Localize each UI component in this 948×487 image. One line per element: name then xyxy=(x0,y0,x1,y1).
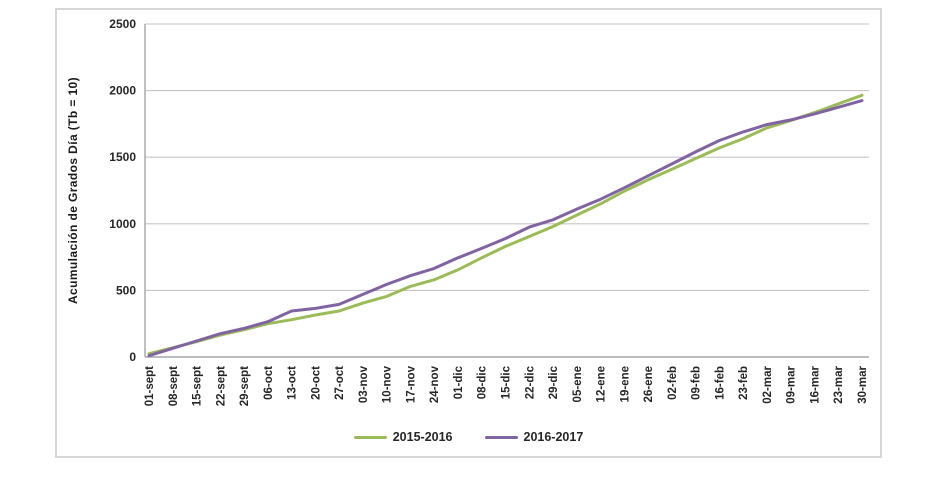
x-tick-label: 09-mar xyxy=(786,365,798,403)
series-line-2016-2017 xyxy=(147,99,864,358)
x-tick-label: 29-sept xyxy=(239,366,251,406)
legend-label-2016-2017: 2016-2017 xyxy=(523,430,584,444)
y-tick-label: 1500 xyxy=(109,150,136,164)
x-tick-label: 17-nov xyxy=(405,365,417,403)
x-tick-label: 15-sept xyxy=(192,366,204,406)
x-tick-label: 23-feb xyxy=(738,366,750,400)
x-tick-label: 02-mar xyxy=(762,365,774,403)
x-tick-label: 16-mar xyxy=(809,365,821,403)
line-chart: 0 500 1000 1500 2000 2500 01-sept 08-sept 15-sep… xyxy=(66,17,869,406)
y-tick-label: 2000 xyxy=(109,84,136,98)
x-tick-label: 22-sept xyxy=(215,366,227,406)
y-axis-title: Acumulación de Grados Día (Tb = 10) xyxy=(66,77,80,304)
x-tick-label: 06-oct xyxy=(263,366,275,400)
legend-item-2015-2016: 2015-2016 xyxy=(353,430,453,444)
x-tick-label: 29-dic xyxy=(548,365,560,399)
x-tick-label: 16-feb xyxy=(714,366,726,400)
x-tick-label: 08-sept xyxy=(168,366,180,406)
x-tick-label: 05-ene xyxy=(572,366,584,402)
chart-legend: 2015-2016 2016-2017 xyxy=(57,430,880,444)
x-tick-label: 19-ene xyxy=(619,366,631,402)
x-tick-label: 30-mar xyxy=(857,365,869,403)
y-tick-label: 0 xyxy=(129,350,136,364)
chart-container: 0 500 1000 1500 2000 2500 01-sept 08-sept 15-sep… xyxy=(55,8,882,458)
legend-label-2015-2016: 2015-2016 xyxy=(392,430,453,444)
x-tick-label: 15-dic xyxy=(501,365,513,399)
x-tick-label: 10-nov xyxy=(382,365,394,403)
y-tick-label: 500 xyxy=(116,283,136,297)
x-tick-label: 13-oct xyxy=(287,366,299,400)
x-tick-label: 01-dic xyxy=(453,365,465,399)
x-tick-label: 23-mar xyxy=(833,365,845,403)
series-line-2015-2016 xyxy=(147,93,864,356)
x-tick-label: 27-oct xyxy=(334,366,346,400)
x-tick-label: 02-feb xyxy=(667,366,679,400)
y-tick-label: 1000 xyxy=(109,217,136,231)
y-tick-label: 2500 xyxy=(109,17,136,31)
x-tick-label: 08-dic xyxy=(477,365,489,399)
legend-swatch-green xyxy=(353,435,387,439)
x-tick-label: 24-nov xyxy=(429,365,441,403)
x-tick-label: 26-ene xyxy=(643,366,655,402)
legend-swatch-purple xyxy=(484,435,518,439)
x-tick-label: 12-ene xyxy=(596,366,608,402)
x-tick-label: 03-nov xyxy=(358,365,370,403)
legend-item-2016-2017: 2016-2017 xyxy=(484,430,584,444)
x-tick-label: 09-feb xyxy=(691,366,703,400)
x-tick-label: 01-sept xyxy=(144,366,156,406)
x-tick-label: 22-dic xyxy=(524,365,536,399)
x-tick-label: 20-oct xyxy=(310,366,322,400)
